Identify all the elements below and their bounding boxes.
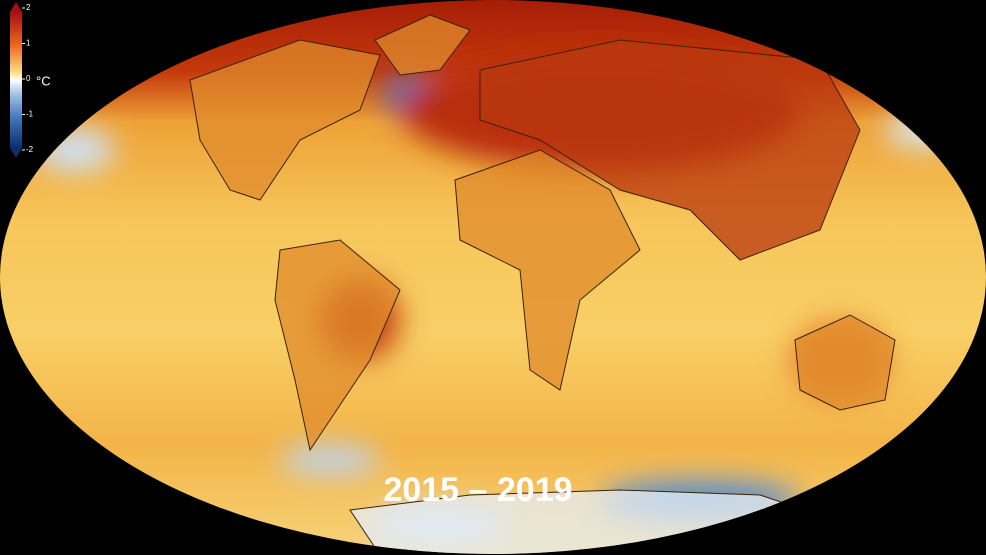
colorbar-tick-label: 2 bbox=[26, 3, 31, 12]
colorbar-tick-label: -2 bbox=[26, 145, 34, 154]
colorbar-upper-arrow bbox=[10, 2, 22, 12]
colorbar-unit: °C bbox=[36, 73, 51, 88]
colorbar-tick-label: 1 bbox=[26, 39, 31, 48]
period-label: 2015 – 2019 bbox=[383, 471, 572, 509]
colorbar-lower-arrow bbox=[10, 148, 22, 158]
colorbar-tick-label: -1 bbox=[26, 110, 34, 119]
continents bbox=[189, 14, 896, 554]
colorbar: °C bbox=[10, 2, 51, 158]
colorbar-gradient bbox=[10, 12, 22, 148]
colorbar-tick-label: 0 bbox=[26, 74, 31, 83]
